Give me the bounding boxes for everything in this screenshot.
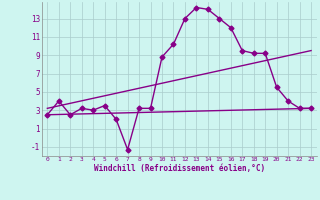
- X-axis label: Windchill (Refroidissement éolien,°C): Windchill (Refroidissement éolien,°C): [94, 164, 265, 173]
